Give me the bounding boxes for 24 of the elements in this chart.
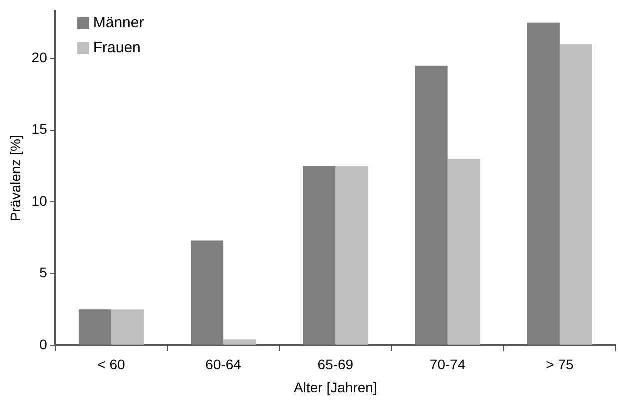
bar — [224, 340, 256, 345]
y-tick-label: 15 — [32, 121, 48, 138]
y-tick-label: 10 — [32, 192, 48, 209]
legend-label: Männer — [93, 14, 144, 32]
bar — [336, 166, 368, 345]
x-axis-title: Alter [Jahren] — [294, 379, 378, 396]
bar — [448, 159, 480, 345]
bar — [560, 44, 592, 345]
x-tick-label: 65-69 — [318, 356, 354, 373]
x-tick-label: 60-64 — [206, 356, 242, 373]
x-tick-label: 70-74 — [430, 356, 466, 373]
bar — [111, 310, 144, 345]
bar — [415, 66, 448, 345]
bar — [191, 240, 224, 345]
bar — [303, 166, 336, 345]
y-tick-label: 20 — [32, 50, 48, 66]
bar — [527, 22, 560, 345]
y-axis-title: Prävalenz [%] — [7, 135, 24, 222]
legend-label: Frauen — [93, 40, 141, 57]
bar — [78, 310, 112, 345]
y-tick-label: 5 — [40, 264, 48, 281]
x-tick-label: > 75 — [546, 356, 574, 373]
y-tick-label: 0 — [40, 336, 48, 352]
x-tick-label: < 60 — [98, 356, 126, 373]
